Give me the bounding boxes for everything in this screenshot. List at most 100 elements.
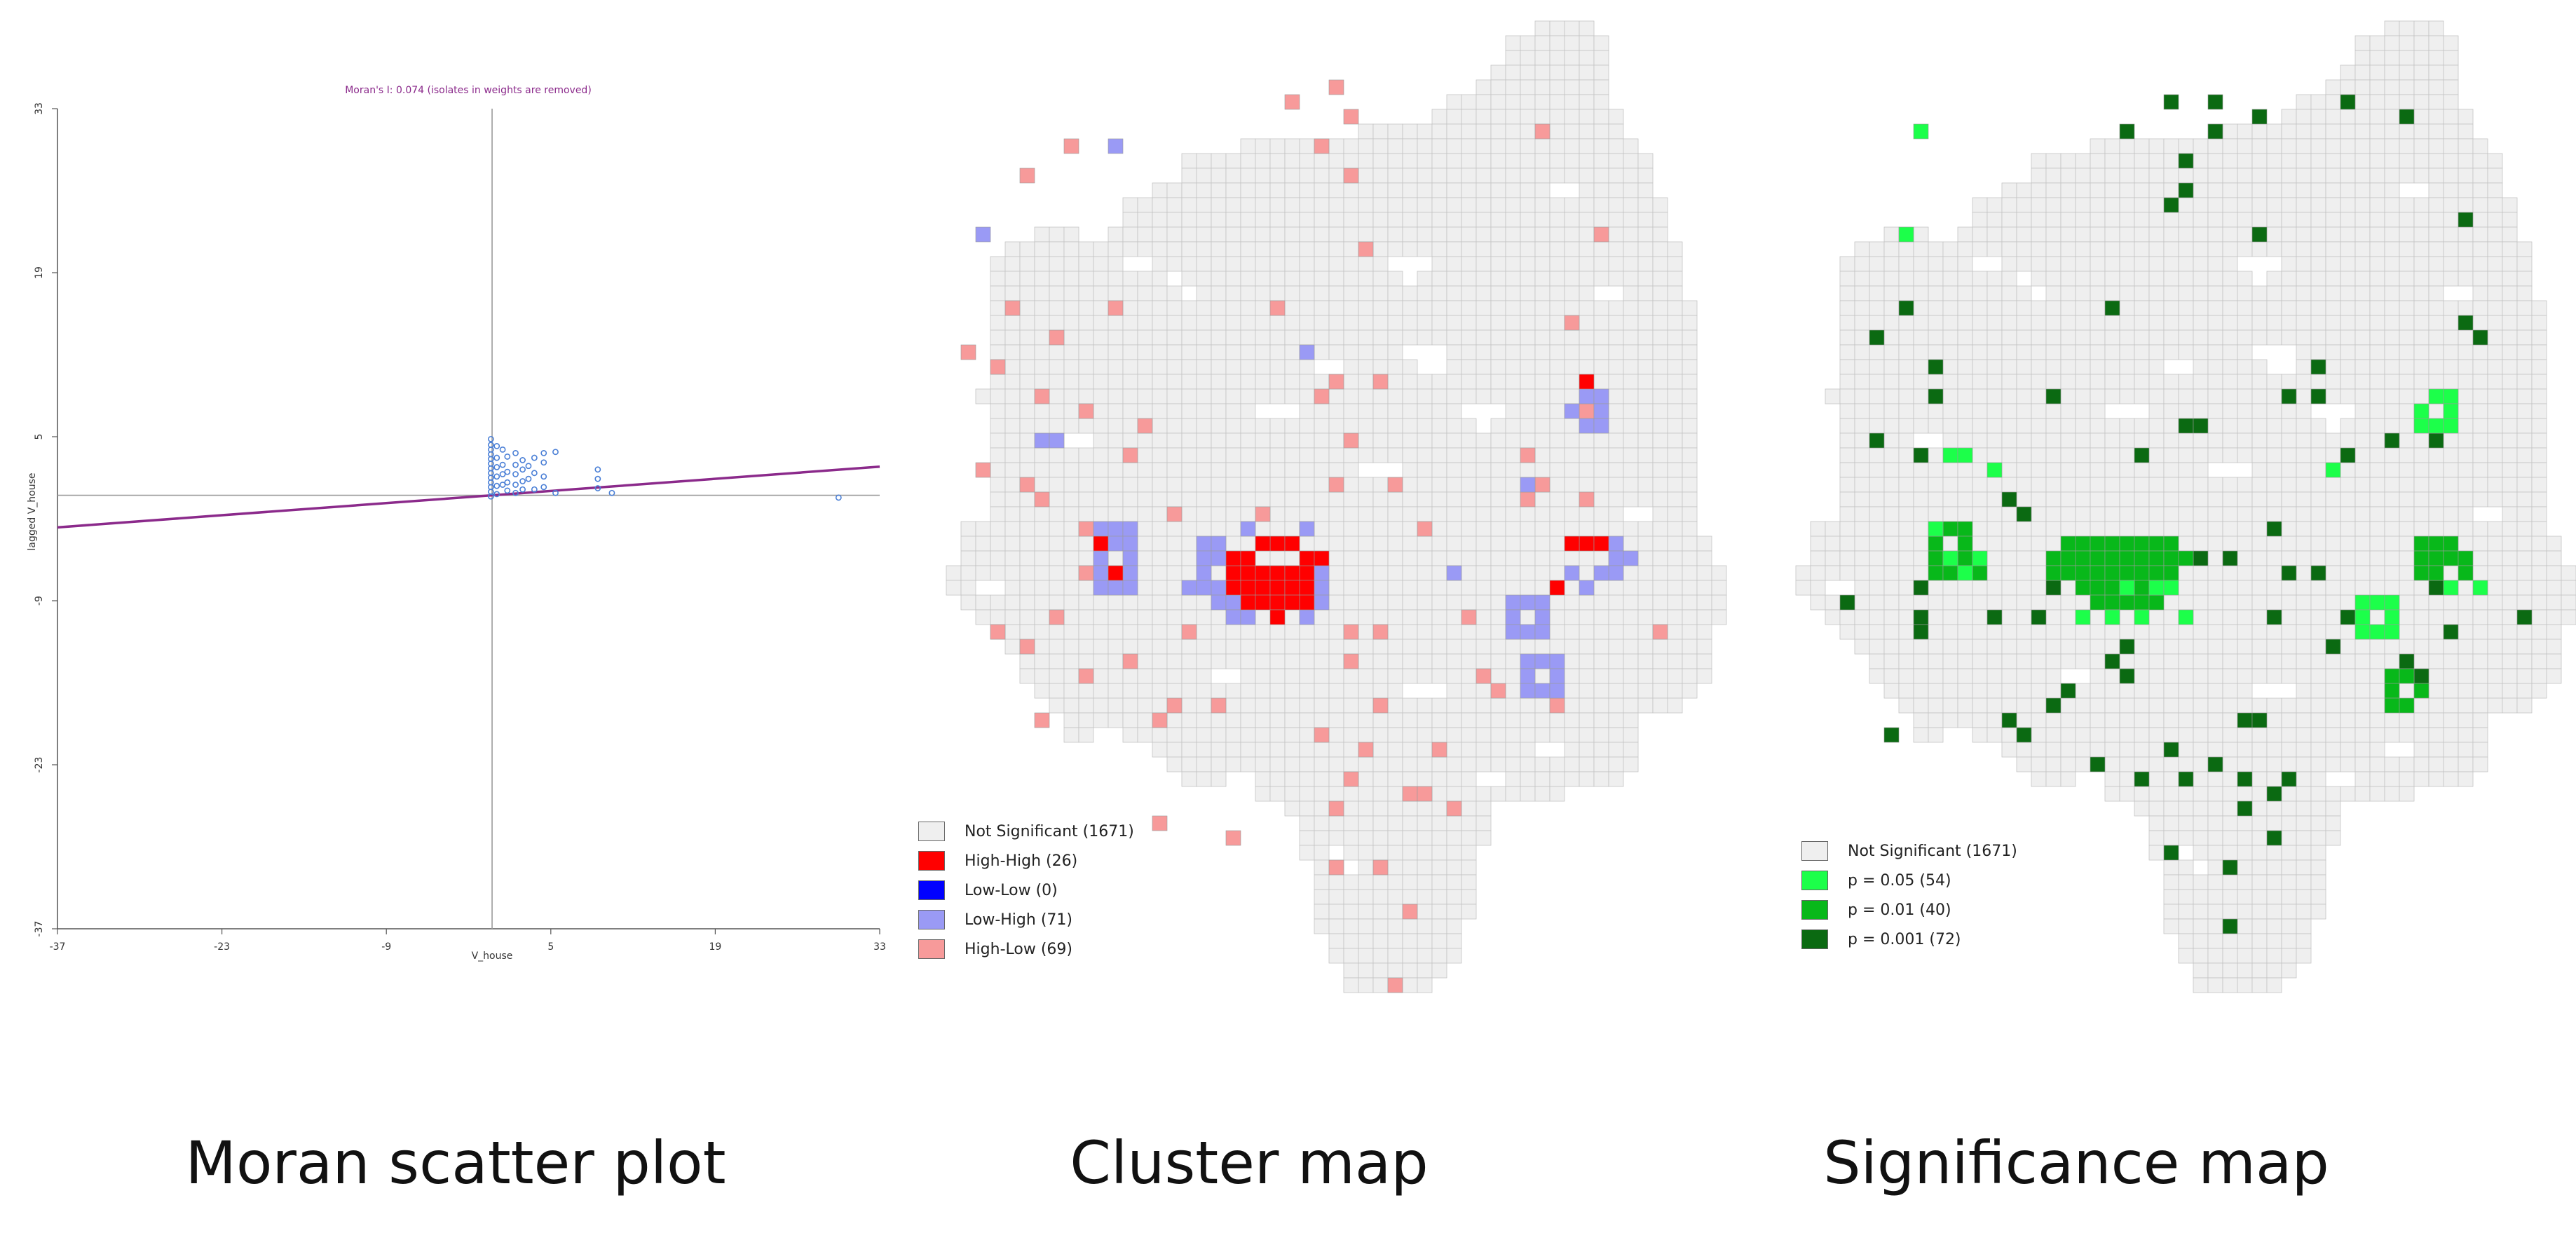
cluster-cell-not-significant: [1240, 153, 1256, 169]
cluster-cell-not-significant: [1137, 639, 1153, 655]
signif-cell-not-significant: [2310, 536, 2326, 552]
signif-cell-not-significant: [2266, 477, 2282, 493]
cluster-cell-not-significant: [1402, 168, 1418, 184]
cluster-cell-not-significant: [1269, 182, 1286, 198]
signif-cell-not-significant: [2178, 462, 2194, 478]
cluster-cell-not-significant: [1152, 212, 1168, 228]
cluster-cell-not-significant: [1431, 197, 1447, 213]
cluster-cell-not-significant: [1564, 359, 1580, 375]
cluster-cell-not-significant: [1564, 35, 1580, 51]
cluster-cell-not-significant: [1211, 271, 1227, 287]
signif-cell-not-significant: [2354, 182, 2371, 198]
cluster-cell-not-significant: [1608, 138, 1624, 154]
cluster-cell-not-significant: [1093, 271, 1109, 287]
signif-cell-not-significant: [2516, 447, 2533, 463]
signif-cell-not-significant: [1883, 418, 1900, 434]
cluster-cell-not-significant: [1328, 241, 1344, 257]
signif-cell-not-significant: [2340, 683, 2356, 699]
cluster-cell-not-significant: [1181, 329, 1197, 346]
signif-cell-not-significant: [2266, 197, 2282, 213]
cluster-cell-not-significant: [1078, 374, 1094, 390]
signif-cell-not-significant: [2060, 168, 2076, 184]
signif-cell-not-significant: [2134, 374, 2150, 390]
signif-cell-p01: [2134, 565, 2150, 581]
cluster-cell-not-significant: [1240, 742, 1256, 758]
cluster-cell-not-significant: [1682, 565, 1698, 581]
cluster-cell-not-significant: [1343, 845, 1359, 861]
signif-cell-not-significant: [1883, 624, 1900, 640]
signif-cell-not-significant: [1986, 359, 2003, 375]
cluster-cell-not-significant: [1667, 624, 1683, 640]
cluster-cell-not-significant: [1623, 374, 1639, 390]
cluster-cell-not-significant: [1534, 756, 1551, 772]
signif-cell-not-significant: [1928, 506, 1944, 522]
signif-cell-not-significant: [2281, 668, 2297, 684]
cluster-cell-not-significant: [1108, 241, 1124, 257]
signif-cell-not-significant: [2001, 418, 2017, 434]
cluster-cell-not-significant: [1490, 580, 1506, 596]
cluster-cell-not-significant: [1152, 653, 1168, 669]
cluster-cell-not-significant: [1372, 447, 1389, 463]
cluster-cell-not-significant: [1284, 668, 1300, 684]
signif-cell-not-significant: [2458, 403, 2474, 419]
signif-cell-not-significant: [2296, 344, 2312, 360]
cluster-cell-not-significant: [1004, 521, 1021, 537]
signif-cell-not-significant: [2413, 506, 2430, 522]
signif-cell-not-significant: [2045, 609, 2062, 625]
cluster-cell-not-significant: [1034, 271, 1050, 287]
cluster-cell-not-significant: [1534, 565, 1551, 581]
cluster-cell-not-significant: [1255, 668, 1271, 684]
cluster-cell-not-significant: [1122, 374, 1138, 390]
signif-cell-not-significant: [2281, 815, 2297, 831]
cluster-cell-not-significant: [1593, 64, 1609, 81]
signif-cell-not-significant: [2325, 491, 2341, 507]
cluster-cell-not-significant: [1152, 374, 1168, 390]
cluster-cell-not-significant: [1108, 712, 1124, 728]
signif-cell-not-significant: [2472, 226, 2488, 243]
cluster-cell-not-significant: [1299, 462, 1315, 478]
cluster-cell-not-significant: [1314, 491, 1330, 507]
signif-cell-not-significant: [2104, 639, 2120, 655]
signif-cell-not-significant: [2251, 168, 2268, 184]
signif-cell-not-significant: [2281, 138, 2297, 154]
cluster-cell-not-significant: [1004, 241, 1021, 257]
cluster-cell-not-significant: [1623, 477, 1639, 493]
cluster-cell-high-low: [1402, 904, 1418, 920]
signif-cell-not-significant: [2413, 50, 2430, 66]
cluster-cell-not-significant: [1431, 830, 1447, 846]
signif-cell-not-significant: [2310, 609, 2326, 625]
cluster-cell-low-high: [1608, 550, 1624, 566]
cluster-cell-not-significant: [1431, 815, 1447, 831]
cluster-cell-not-significant: [1667, 256, 1683, 272]
signif-cell-not-significant: [2428, 771, 2444, 787]
signif-cell-not-significant: [1942, 300, 1958, 316]
signif-cell-not-significant: [2134, 653, 2150, 669]
cluster-cell-not-significant: [1476, 344, 1492, 360]
cluster-cell-not-significant: [1579, 241, 1595, 257]
cluster-cell-not-significant: [1564, 285, 1580, 301]
cluster-cell-not-significant: [1137, 727, 1153, 743]
cluster-cell-not-significant: [1299, 138, 1315, 154]
cluster-cell-not-significant: [1490, 388, 1506, 404]
cluster-cell-not-significant: [1549, 491, 1565, 507]
signif-cell-not-significant: [2281, 727, 2297, 743]
signif-cell-not-significant: [2222, 639, 2238, 655]
signif-cell-not-significant: [2428, 35, 2444, 51]
cluster-cell-not-significant: [1593, 94, 1609, 110]
signif-cell-not-significant: [2016, 491, 2032, 507]
signif-cell-not-significant: [2296, 918, 2312, 934]
signif-cell-not-significant: [2296, 300, 2312, 316]
cluster-cell-not-significant: [1431, 609, 1447, 625]
cluster-cell-not-significant: [1579, 197, 1595, 213]
cluster-cell-not-significant: [1461, 300, 1477, 316]
signif-cell-not-significant: [2384, 477, 2400, 493]
signif-cell-not-significant: [1810, 580, 1826, 596]
cluster-cell-low-high: [1093, 521, 1109, 537]
cluster-cell-not-significant: [1019, 344, 1035, 360]
signif-cell-not-significant: [2340, 329, 2356, 346]
signif-cell-not-significant: [2325, 138, 2341, 154]
cluster-cell-high-low: [1004, 300, 1021, 316]
cluster-cell-not-significant: [1417, 904, 1433, 920]
signif-cell-not-significant: [2031, 388, 2047, 404]
